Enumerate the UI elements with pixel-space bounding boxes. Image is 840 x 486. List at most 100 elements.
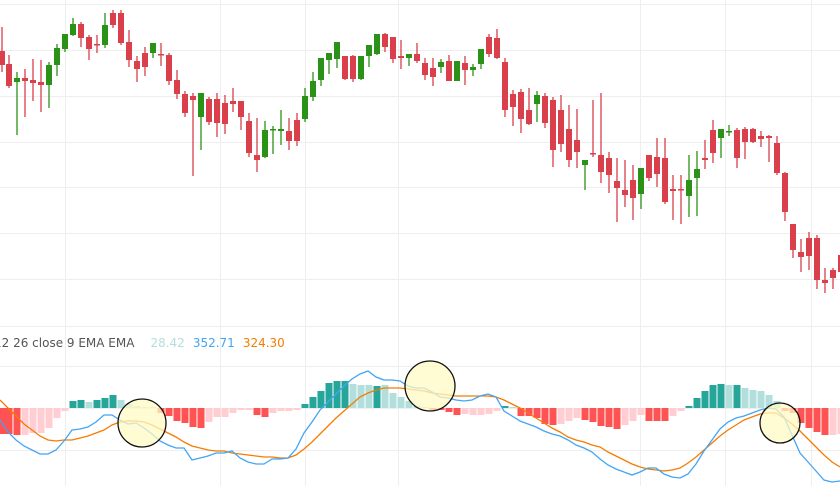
candle-down[interactable] [542, 93, 548, 128]
candle-down[interactable] [110, 10, 116, 28]
candle-up[interactable] [358, 56, 364, 80]
candle-up[interactable] [150, 43, 156, 58]
candle-down[interactable] [462, 56, 468, 85]
candle-up[interactable] [478, 49, 484, 69]
candle-up[interactable] [14, 72, 20, 135]
candle-down[interactable] [486, 34, 492, 57]
candle-down[interactable] [558, 95, 564, 152]
candle-down[interactable] [790, 224, 796, 258]
candle-up[interactable] [198, 93, 204, 150]
candle-down[interactable] [502, 58, 508, 117]
candle-down[interactable] [518, 89, 524, 133]
candle-down[interactable] [574, 109, 580, 168]
candle-down[interactable] [78, 22, 84, 47]
candle-down[interactable] [286, 118, 292, 150]
candle-down[interactable] [22, 69, 28, 117]
candle-up[interactable] [374, 34, 380, 55]
candle-down[interactable] [782, 172, 788, 221]
candle-up[interactable] [46, 62, 52, 108]
candle-up[interactable] [326, 53, 332, 74]
candle-down[interactable] [702, 140, 708, 169]
candle-up[interactable] [318, 58, 324, 86]
candle-down[interactable] [566, 105, 572, 167]
crossover-highlight-circle[interactable] [404, 360, 456, 412]
candle-up[interactable] [302, 88, 308, 122]
candle-down[interactable] [166, 53, 172, 85]
candle-down[interactable] [342, 56, 348, 80]
candle-down[interactable] [814, 235, 820, 289]
candle-down[interactable] [550, 97, 556, 167]
crossover-highlight-circle[interactable] [117, 398, 167, 448]
candle-down[interactable] [86, 35, 92, 60]
candle-down[interactable] [510, 90, 516, 126]
candle-down[interactable] [118, 10, 124, 45]
candle-up[interactable] [694, 151, 700, 216]
candle-down[interactable] [614, 158, 620, 222]
candle-down[interactable] [710, 120, 716, 163]
candle-down[interactable] [390, 37, 396, 63]
crossover-highlight-circle[interactable] [759, 402, 801, 444]
candle-down[interactable] [822, 268, 828, 293]
candle-down[interactable] [238, 101, 244, 130]
candle-down[interactable] [494, 29, 500, 59]
candle-up[interactable] [726, 125, 732, 136]
candle-down[interactable] [38, 60, 44, 112]
candle-down[interactable] [422, 58, 428, 80]
candle-up[interactable] [686, 155, 692, 217]
candle-down[interactable] [622, 160, 628, 207]
candle-up[interactable] [278, 110, 284, 145]
candle-up[interactable] [470, 64, 476, 76]
candle-down[interactable] [214, 93, 220, 137]
candle-down[interactable] [174, 70, 180, 99]
candle-down[interactable] [222, 95, 228, 134]
candle-down[interactable] [838, 248, 840, 274]
candle-up[interactable] [70, 18, 76, 36]
candle-down[interactable] [774, 136, 780, 175]
candle-down[interactable] [430, 58, 436, 86]
candle-down[interactable] [678, 175, 684, 224]
candle-down[interactable] [142, 47, 148, 76]
candle-down[interactable] [742, 127, 748, 159]
candle-down[interactable] [830, 268, 836, 289]
candle-down[interactable] [246, 113, 252, 157]
candle-up[interactable] [54, 44, 60, 76]
candle-down[interactable] [446, 55, 452, 81]
candle-down[interactable] [590, 100, 596, 157]
candle-down[interactable] [758, 131, 764, 147]
candle-down[interactable] [798, 239, 804, 272]
candle-down[interactable] [646, 155, 652, 181]
candle-down[interactable] [6, 55, 12, 88]
candle-down[interactable] [158, 43, 164, 66]
candle-up[interactable] [438, 59, 444, 73]
candle-up[interactable] [62, 34, 68, 52]
candle-down[interactable] [382, 33, 388, 52]
candle-down[interactable] [254, 118, 260, 172]
candle-down[interactable] [670, 175, 676, 220]
candle-down[interactable] [94, 35, 100, 53]
candle-up[interactable] [334, 42, 340, 68]
candle-down[interactable] [134, 56, 140, 82]
candle-up[interactable] [366, 45, 372, 67]
candle-up[interactable] [262, 121, 268, 158]
candle-down[interactable] [630, 165, 636, 220]
candle-up[interactable] [454, 61, 460, 81]
candle-down[interactable] [806, 232, 812, 270]
candle-down[interactable] [230, 88, 236, 112]
candle-down[interactable] [294, 113, 300, 146]
candle-down[interactable] [766, 135, 772, 162]
candle-up[interactable] [310, 72, 316, 101]
candle-down[interactable] [206, 97, 212, 125]
candle-down[interactable] [182, 91, 188, 117]
candle-down[interactable] [734, 128, 740, 168]
candle-down[interactable] [126, 30, 132, 67]
candle-down[interactable] [30, 59, 36, 101]
candle-up[interactable] [582, 160, 588, 190]
candle-up[interactable] [102, 13, 108, 48]
candle-up[interactable] [718, 129, 724, 158]
candle-up[interactable] [270, 126, 276, 154]
candle-down[interactable] [0, 27, 5, 72]
candle-down[interactable] [750, 128, 756, 143]
